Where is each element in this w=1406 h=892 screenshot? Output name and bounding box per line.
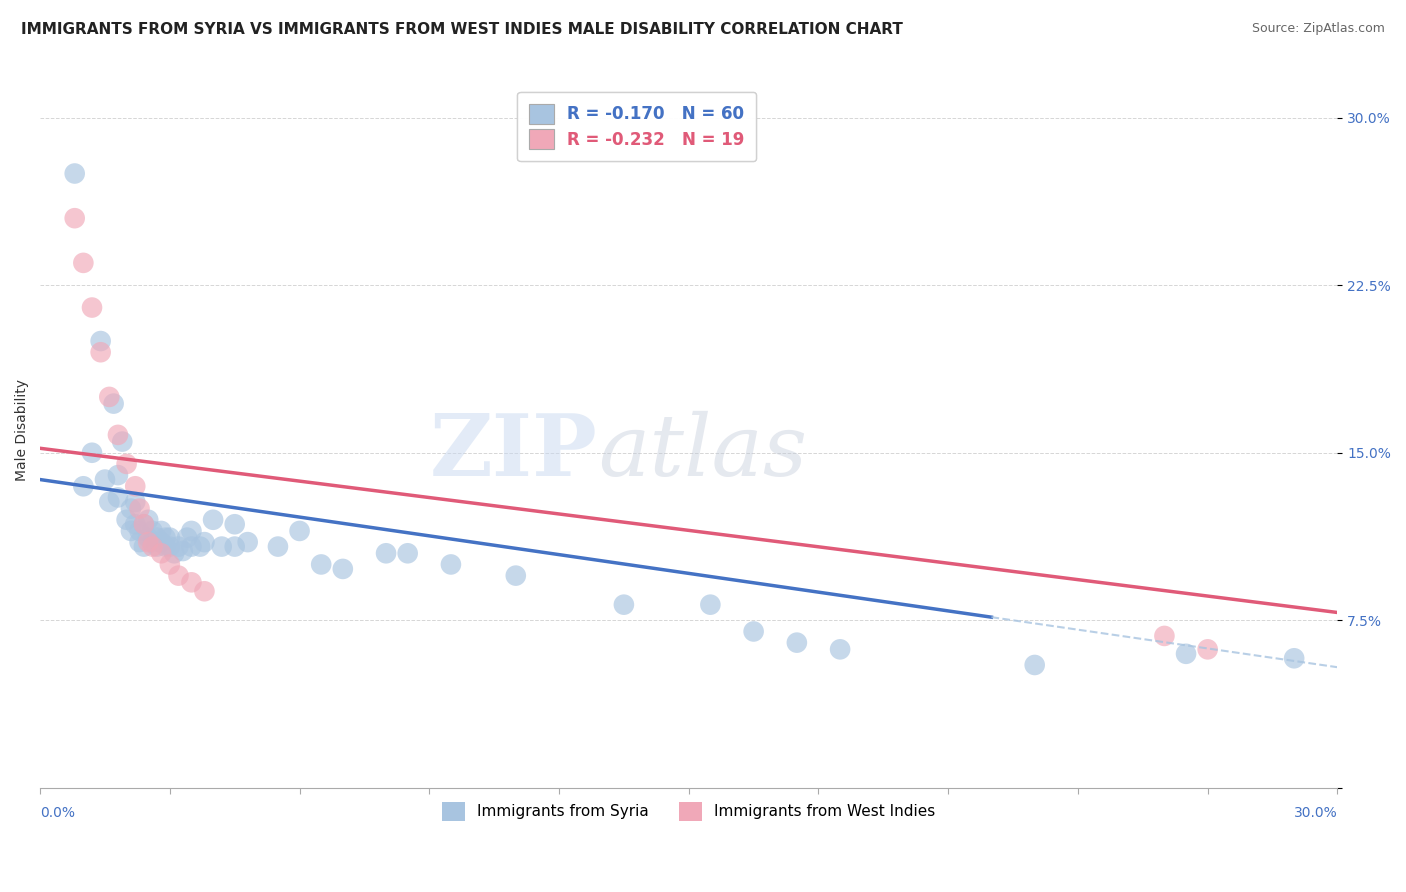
Point bbox=[120, 524, 142, 538]
Text: Source: ZipAtlas.com: Source: ZipAtlas.com bbox=[1251, 22, 1385, 36]
Point bbox=[98, 495, 121, 509]
Point bbox=[136, 513, 159, 527]
Point bbox=[132, 540, 155, 554]
Point bbox=[146, 540, 169, 554]
Point bbox=[176, 531, 198, 545]
Point bbox=[132, 517, 155, 532]
Point bbox=[155, 540, 177, 554]
Point bbox=[94, 473, 117, 487]
Point bbox=[236, 535, 259, 549]
Text: 30.0%: 30.0% bbox=[1294, 805, 1337, 820]
Point bbox=[115, 513, 138, 527]
Point bbox=[146, 531, 169, 545]
Point bbox=[150, 524, 173, 538]
Point bbox=[211, 540, 233, 554]
Point bbox=[1153, 629, 1175, 643]
Point bbox=[80, 446, 103, 460]
Point bbox=[90, 345, 112, 359]
Point bbox=[120, 501, 142, 516]
Text: atlas: atlas bbox=[598, 410, 807, 493]
Point bbox=[124, 479, 146, 493]
Point bbox=[613, 598, 636, 612]
Point bbox=[150, 535, 173, 549]
Point bbox=[107, 491, 129, 505]
Point bbox=[128, 501, 150, 516]
Point bbox=[103, 396, 125, 410]
Point bbox=[141, 524, 163, 538]
Point bbox=[136, 535, 159, 549]
Y-axis label: Male Disability: Male Disability bbox=[15, 379, 30, 482]
Point bbox=[128, 524, 150, 538]
Point bbox=[159, 540, 181, 554]
Point bbox=[163, 546, 186, 560]
Point bbox=[830, 642, 852, 657]
Point bbox=[202, 513, 225, 527]
Point bbox=[224, 517, 246, 532]
Point bbox=[699, 598, 721, 612]
Point bbox=[332, 562, 354, 576]
Point bbox=[124, 495, 146, 509]
Point bbox=[150, 546, 173, 560]
Point bbox=[396, 546, 419, 560]
Point bbox=[72, 479, 94, 493]
Point bbox=[167, 540, 190, 554]
Point bbox=[1175, 647, 1198, 661]
Point bbox=[136, 531, 159, 545]
Point bbox=[742, 624, 765, 639]
Point bbox=[128, 535, 150, 549]
Point bbox=[107, 468, 129, 483]
Text: IMMIGRANTS FROM SYRIA VS IMMIGRANTS FROM WEST INDIES MALE DISABILITY CORRELATION: IMMIGRANTS FROM SYRIA VS IMMIGRANTS FROM… bbox=[21, 22, 903, 37]
Point bbox=[159, 531, 181, 545]
Point bbox=[141, 535, 163, 549]
Point bbox=[111, 434, 134, 449]
Point bbox=[1282, 651, 1305, 665]
Point bbox=[172, 544, 194, 558]
Point bbox=[224, 540, 246, 554]
Point bbox=[309, 558, 332, 572]
Legend: R = -0.170   N = 60, R = -0.232   N = 19: R = -0.170 N = 60, R = -0.232 N = 19 bbox=[517, 92, 756, 161]
Text: 0.0%: 0.0% bbox=[41, 805, 75, 820]
Point bbox=[188, 540, 211, 554]
Point bbox=[155, 531, 177, 545]
Point bbox=[440, 558, 463, 572]
Point bbox=[180, 575, 202, 590]
Point bbox=[132, 517, 155, 532]
Point bbox=[193, 535, 215, 549]
Point bbox=[505, 568, 527, 582]
Text: ZIP: ZIP bbox=[430, 409, 598, 494]
Point bbox=[98, 390, 121, 404]
Point bbox=[167, 568, 190, 582]
Point bbox=[1197, 642, 1219, 657]
Point bbox=[115, 457, 138, 471]
Point bbox=[124, 517, 146, 532]
Point bbox=[288, 524, 311, 538]
Point bbox=[267, 540, 290, 554]
Point bbox=[375, 546, 398, 560]
Point bbox=[180, 540, 202, 554]
Point bbox=[193, 584, 215, 599]
Point bbox=[141, 540, 163, 554]
Point bbox=[1024, 657, 1046, 672]
Point bbox=[786, 635, 808, 649]
Point bbox=[180, 524, 202, 538]
Point bbox=[72, 256, 94, 270]
Point bbox=[63, 167, 86, 181]
Point bbox=[80, 301, 103, 315]
Point bbox=[159, 558, 181, 572]
Point bbox=[107, 428, 129, 442]
Point bbox=[90, 334, 112, 348]
Point bbox=[63, 211, 86, 226]
